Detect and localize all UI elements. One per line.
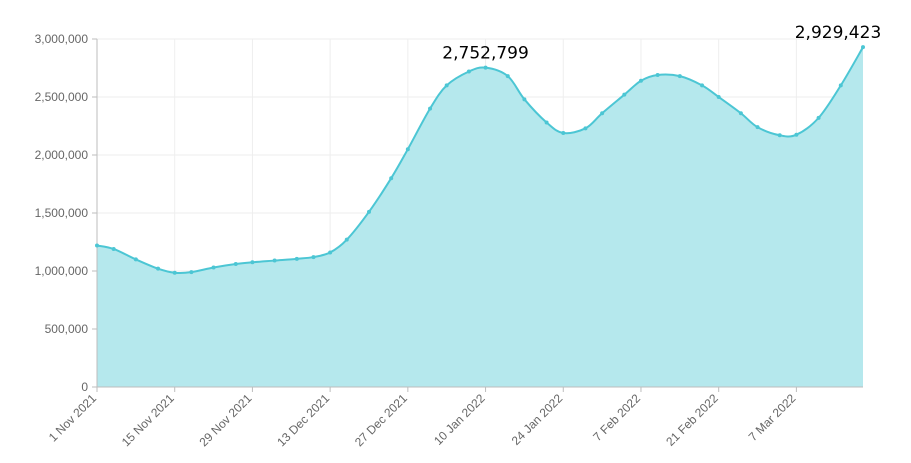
data-point bbox=[716, 95, 721, 99]
x-tick-label: 13 Dec 2021 bbox=[274, 391, 332, 449]
data-point bbox=[405, 147, 410, 152]
x-tick-label: 7 Feb 2022 bbox=[590, 391, 643, 444]
data-point bbox=[311, 255, 316, 260]
x-tick-label: 15 Nov 2021 bbox=[119, 391, 177, 449]
x-tick-label: 7 Mar 2022 bbox=[746, 391, 799, 444]
data-point bbox=[738, 111, 743, 116]
x-tick-label: 21 Feb 2022 bbox=[663, 391, 721, 449]
data-point bbox=[655, 72, 660, 77]
data-point bbox=[272, 258, 277, 263]
series-line bbox=[96, 46, 864, 275]
y-tick-label: 500,000 bbox=[45, 322, 89, 336]
data-point bbox=[838, 83, 843, 88]
y-tick-label: 2,000,000 bbox=[35, 148, 89, 162]
x-tick-label: 24 Jan 2022 bbox=[509, 391, 566, 448]
data-point bbox=[211, 265, 216, 270]
annotations: 2,752,799 2,929,423 bbox=[442, 23, 881, 63]
data-point bbox=[583, 126, 588, 131]
data-point bbox=[622, 92, 627, 97]
data-point bbox=[600, 111, 605, 116]
data-points bbox=[95, 45, 865, 275]
data-point bbox=[483, 65, 488, 70]
data-point bbox=[328, 250, 333, 255]
data-point bbox=[505, 74, 510, 79]
data-point bbox=[794, 132, 799, 137]
data-point bbox=[133, 257, 138, 262]
data-point bbox=[677, 74, 682, 79]
data-point bbox=[366, 209, 371, 214]
data-point bbox=[444, 83, 449, 88]
x-tick-label: 29 Nov 2021 bbox=[197, 391, 255, 449]
data-point bbox=[561, 130, 566, 135]
y-tick-label: 0 bbox=[81, 380, 88, 394]
y-tick-label: 1,000,000 bbox=[35, 264, 89, 278]
data-point bbox=[755, 125, 760, 130]
data-point bbox=[816, 115, 821, 120]
data-point bbox=[189, 270, 194, 275]
y-tick-label: 3,000,000 bbox=[35, 32, 89, 46]
data-point bbox=[466, 69, 471, 74]
data-point bbox=[428, 106, 433, 111]
value-annotation: 2,929,423 bbox=[795, 23, 882, 43]
data-point bbox=[777, 133, 782, 138]
y-tick-label: 2,500,000 bbox=[35, 90, 89, 104]
data-point bbox=[156, 266, 161, 271]
data-point bbox=[250, 260, 255, 265]
x-tick-label: 1 Nov 2021 bbox=[46, 391, 100, 445]
data-point bbox=[344, 237, 349, 242]
data-point bbox=[638, 78, 643, 83]
data-point bbox=[95, 243, 99, 248]
data-point bbox=[172, 270, 177, 275]
area-fill bbox=[97, 47, 863, 388]
data-point bbox=[294, 256, 299, 261]
data-point bbox=[233, 262, 238, 267]
data-point bbox=[861, 45, 865, 50]
data-point bbox=[522, 97, 527, 102]
data-point bbox=[700, 83, 705, 88]
x-tick-label: 10 Jan 2022 bbox=[431, 391, 488, 448]
y-tick-label: 1,500,000 bbox=[35, 206, 89, 220]
x-tick-label: 27 Dec 2021 bbox=[352, 391, 410, 449]
value-annotation: 2,752,799 bbox=[442, 44, 529, 64]
area-series bbox=[96, 46, 864, 388]
data-point bbox=[544, 120, 549, 125]
data-point bbox=[389, 176, 394, 181]
data-point bbox=[111, 246, 116, 251]
